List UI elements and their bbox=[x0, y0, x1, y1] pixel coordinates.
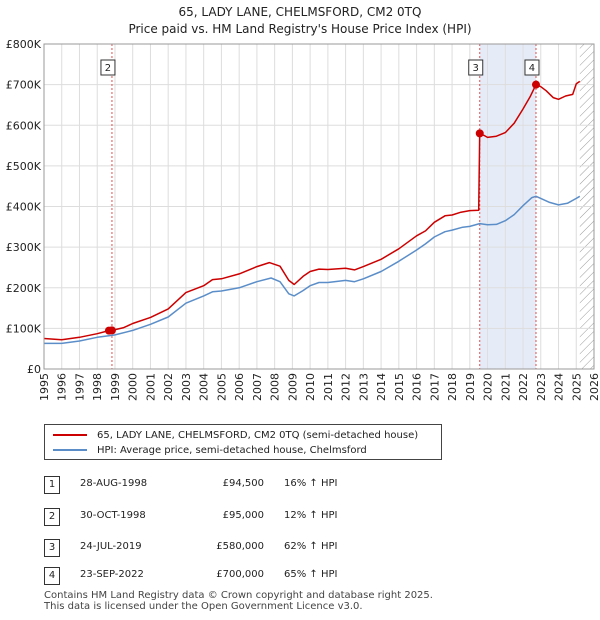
transaction-date: 28-AUG-1998 bbox=[80, 478, 148, 489]
x-tick-label: 1999 bbox=[109, 373, 122, 401]
marker-label: 3 bbox=[473, 63, 479, 74]
sale-point bbox=[475, 129, 484, 138]
x-tick-label: 2018 bbox=[446, 373, 459, 401]
legend-label-property: 65, LADY LANE, CHELMSFORD, CM2 0TQ (semi… bbox=[97, 429, 419, 441]
x-tick-label: 2006 bbox=[233, 373, 246, 401]
y-tick-label: £300K bbox=[6, 241, 42, 254]
x-tick-label: 2015 bbox=[393, 373, 406, 401]
transaction-price: £95,000 bbox=[222, 510, 264, 521]
price-chart: 2 3 4 £0 £100K £200K £300K £400K £500K £600K £700… bbox=[6, 38, 600, 401]
x-tick-label: 2020 bbox=[482, 373, 495, 401]
transaction-date: 30-OCT-1998 bbox=[80, 510, 146, 521]
x-tick-label: 2013 bbox=[357, 373, 370, 401]
x-tick-label: 2010 bbox=[304, 373, 317, 401]
x-tick-label: 2008 bbox=[269, 373, 282, 401]
transaction-price: £700,000 bbox=[216, 569, 264, 580]
transaction-hpi: 65% ↑ HPI bbox=[284, 569, 338, 580]
y-tick-label: £400K bbox=[6, 201, 42, 214]
footer-licence: This data is licensed under the Open Gov… bbox=[44, 601, 363, 612]
x-tick-label: 2001 bbox=[144, 373, 157, 401]
transaction-number: 2 bbox=[44, 508, 60, 526]
legend-label-hpi: HPI: Average price, semi-detached house,… bbox=[97, 444, 367, 456]
transaction-date: 24-JUL-2019 bbox=[80, 541, 142, 552]
transaction-price: £94,500 bbox=[222, 478, 264, 489]
x-tick-label: 2011 bbox=[322, 373, 335, 401]
sale-point bbox=[107, 326, 116, 335]
transaction-price: £580,000 bbox=[216, 541, 264, 552]
legend-swatch-hpi bbox=[53, 449, 87, 451]
x-tick-label: 1996 bbox=[56, 373, 69, 401]
y-tick-label: £500K bbox=[6, 160, 42, 173]
marker-label-box bbox=[524, 59, 540, 76]
y-tick-label: £0 bbox=[27, 363, 41, 376]
x-tick-label: 2017 bbox=[428, 373, 441, 401]
x-tick-label: 2009 bbox=[286, 373, 299, 401]
x-tick-label: 2021 bbox=[499, 373, 512, 401]
marker-label-box bbox=[468, 59, 484, 76]
legend-swatch-property bbox=[53, 434, 87, 436]
footer-copyright: Contains HM Land Registry data © Crown c… bbox=[44, 590, 433, 601]
transaction-number: 1 bbox=[44, 476, 60, 494]
legend-item-hpi: HPI: Average price, semi-detached house,… bbox=[53, 443, 367, 457]
sale-point bbox=[531, 80, 540, 89]
x-tick-label: 2004 bbox=[198, 373, 211, 401]
x-tick-label: 1997 bbox=[73, 373, 86, 401]
x-tick-label: 2019 bbox=[464, 373, 477, 401]
plot-frame bbox=[43, 43, 595, 370]
x-tick-label: 2026 bbox=[588, 373, 600, 401]
series-line bbox=[43, 80, 581, 341]
title-line-2: Price paid vs. HM Land Registry's House … bbox=[128, 22, 472, 36]
x-tick-label: 2022 bbox=[517, 373, 530, 401]
transaction-hpi: 62% ↑ HPI bbox=[284, 541, 338, 552]
transaction-hpi: 12% ↑ HPI bbox=[284, 510, 338, 521]
y-tick-label: £800K bbox=[6, 38, 42, 51]
chart-legend: 65, LADY LANE, CHELMSFORD, CM2 0TQ (semi… bbox=[44, 424, 442, 460]
x-tick-label: 2002 bbox=[162, 373, 175, 401]
x-tick-label: 2012 bbox=[340, 373, 353, 401]
footer: Contains HM Land Registry data © Crown c… bbox=[44, 590, 433, 612]
x-tick-label: 2007 bbox=[251, 373, 264, 401]
legend-item-property: 65, LADY LANE, CHELMSFORD, CM2 0TQ (semi… bbox=[53, 428, 418, 442]
x-tick-label: 2003 bbox=[180, 373, 193, 401]
series-line bbox=[44, 195, 581, 345]
chart-title: 65, LADY LANE, CHELMSFORD, CM2 0TQ Price… bbox=[0, 4, 600, 38]
x-tick-label: 2023 bbox=[535, 373, 548, 401]
transaction-date: 23-SEP-2022 bbox=[80, 569, 144, 580]
x-tick-label: 2005 bbox=[215, 373, 228, 401]
y-tick-label: £100K bbox=[6, 322, 42, 335]
transaction-number: 3 bbox=[44, 539, 60, 557]
marker-label: 2 bbox=[105, 63, 111, 74]
title-line-1: 65, LADY LANE, CHELMSFORD, CM2 0TQ bbox=[178, 5, 422, 19]
x-tick-label: 2014 bbox=[375, 373, 388, 401]
x-tick-label: 2016 bbox=[411, 373, 424, 401]
x-tick-label: 1998 bbox=[91, 373, 104, 401]
x-tick-label: 1995 bbox=[38, 373, 51, 401]
x-tick-label: 2025 bbox=[570, 373, 583, 401]
transaction-number: 4 bbox=[44, 567, 60, 585]
x-tick-label: 2000 bbox=[127, 373, 140, 401]
marker-label-box bbox=[100, 59, 116, 76]
y-tick-label: £600K bbox=[6, 119, 42, 132]
marker-label: 4 bbox=[529, 63, 535, 74]
y-tick-label: £700K bbox=[6, 79, 42, 92]
transaction-hpi: 16% ↑ HPI bbox=[284, 478, 338, 489]
x-tick-label: 2024 bbox=[553, 373, 566, 401]
y-tick-label: £200K bbox=[6, 282, 42, 295]
